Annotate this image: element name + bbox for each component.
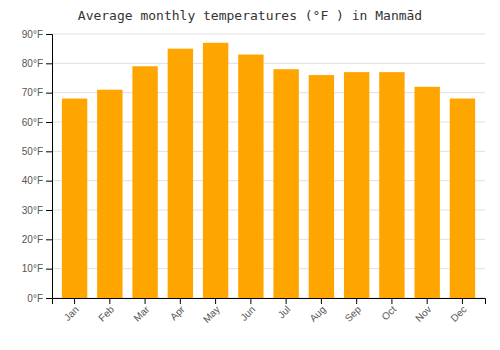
x-axis-line: [53, 299, 486, 305]
x-tick-mark: [356, 298, 357, 304]
x-tick-mark: [180, 298, 181, 304]
y-tick-label: 30°F: [22, 205, 43, 216]
x-tick: Mar: [131, 298, 151, 324]
x-tick-mark: [145, 298, 146, 304]
y-axis: 0°F 10°F 20°F 30°F 40°F 50°F 60°F 70°F 80°F 90°F: [22, 29, 53, 304]
x-tick-mark: [391, 298, 392, 304]
x-tick: Jun: [238, 298, 257, 323]
y-axis-line: [46, 35, 53, 299]
y-tick-mark: [46, 63, 52, 64]
y-tick-label: 20°F: [22, 234, 43, 245]
y-tick-label: 80°F: [22, 58, 43, 69]
chart: Average monthly temperatures (°F ) in Ma…: [0, 0, 500, 350]
x-tick: Sep: [343, 298, 364, 324]
y-tick-label: 60°F: [22, 117, 43, 128]
y-tick-label: 90°F: [22, 29, 43, 40]
y-tick-mark: [46, 34, 52, 35]
x-tick-mark: [427, 298, 428, 304]
bar: [309, 75, 334, 298]
plot: 0°F 10°F 20°F 30°F 40°F 50°F 60°F 70°F 80°F 90°F J…: [22, 29, 486, 325]
y-tick: 90°F: [22, 29, 52, 40]
y-tick: 80°F: [22, 58, 52, 69]
x-tick: Apr: [168, 298, 187, 322]
grid: [52, 34, 485, 298]
x-tick-label: Nov: [413, 304, 433, 324]
y-tick-mark: [46, 122, 52, 123]
x-tick-mark: [462, 298, 463, 304]
y-tick: 70°F: [22, 87, 52, 98]
bar: [62, 99, 87, 298]
x-tick-label: Jan: [62, 304, 81, 323]
y-tick: 50°F: [22, 146, 52, 157]
x-tick-mark: [321, 298, 322, 304]
x-tick-label: Oct: [379, 304, 398, 323]
x-tick-label: Mar: [131, 303, 151, 323]
x-tick-mark: [74, 298, 75, 304]
bar: [97, 90, 122, 298]
bar: [344, 72, 369, 298]
y-tick-label: 50°F: [22, 146, 43, 157]
y-tick-label: 10°F: [22, 263, 43, 274]
bars: [62, 43, 475, 298]
y-tick-mark: [46, 151, 52, 152]
x-tick-label: Dec: [448, 304, 468, 324]
y-tick: 30°F: [22, 205, 52, 216]
x-tick-mark: [250, 298, 251, 304]
y-tick-mark: [46, 298, 52, 299]
y-tick-mark: [46, 239, 52, 240]
x-tick-mark: [109, 298, 110, 304]
x-tick: Jan: [62, 298, 81, 323]
x-tick: Aug: [307, 298, 327, 324]
y-tick: 60°F: [22, 117, 52, 128]
x-tick: May: [201, 298, 222, 325]
y-tick-label: 70°F: [22, 87, 43, 98]
y-tick-mark: [46, 93, 52, 94]
y-tick: 10°F: [22, 263, 52, 274]
x-tick: Nov: [413, 298, 433, 324]
y-tick: 40°F: [22, 175, 52, 186]
bar: [414, 87, 439, 298]
x-tick: Feb: [96, 298, 116, 324]
x-tick: Oct: [379, 298, 398, 322]
chart-container: Average monthly temperatures (°F ) in Ma…: [0, 0, 500, 350]
y-tick-label: 0°F: [27, 293, 43, 304]
x-tick-mark: [215, 298, 216, 304]
bar: [273, 69, 298, 298]
grid-line: [52, 34, 485, 35]
x-tick-label: Jun: [238, 304, 257, 323]
bar: [132, 66, 157, 298]
bar: [450, 99, 475, 298]
bar: [238, 55, 263, 298]
y-tick-mark: [46, 181, 52, 182]
x-tick-label: May: [201, 304, 222, 325]
x-tick: Jul: [276, 298, 293, 320]
x-tick-label: Apr: [168, 303, 187, 322]
grid-line: [52, 63, 485, 64]
y-tick: 20°F: [22, 234, 52, 245]
x-tick-mark: [286, 298, 287, 304]
y-tick-mark: [46, 269, 52, 270]
x-tick-label: Feb: [96, 303, 116, 323]
bar: [203, 43, 228, 298]
x-tick-label: Sep: [343, 303, 364, 324]
x-tick: Dec: [448, 298, 468, 324]
x-tick-label: Jul: [276, 304, 293, 321]
x-tick-label: Aug: [307, 304, 327, 324]
title: Average monthly temperatures (°F ) in Ma…: [78, 8, 422, 23]
y-tick-mark: [46, 210, 52, 211]
bar: [379, 72, 404, 298]
y-tick-label: 40°F: [22, 175, 43, 186]
y-tick: 0°F: [27, 293, 52, 304]
bar: [168, 49, 193, 298]
x-axis: Jan Feb Mar Apr May Jun Jul Aug Sep Oct Nov Dec: [53, 298, 486, 325]
